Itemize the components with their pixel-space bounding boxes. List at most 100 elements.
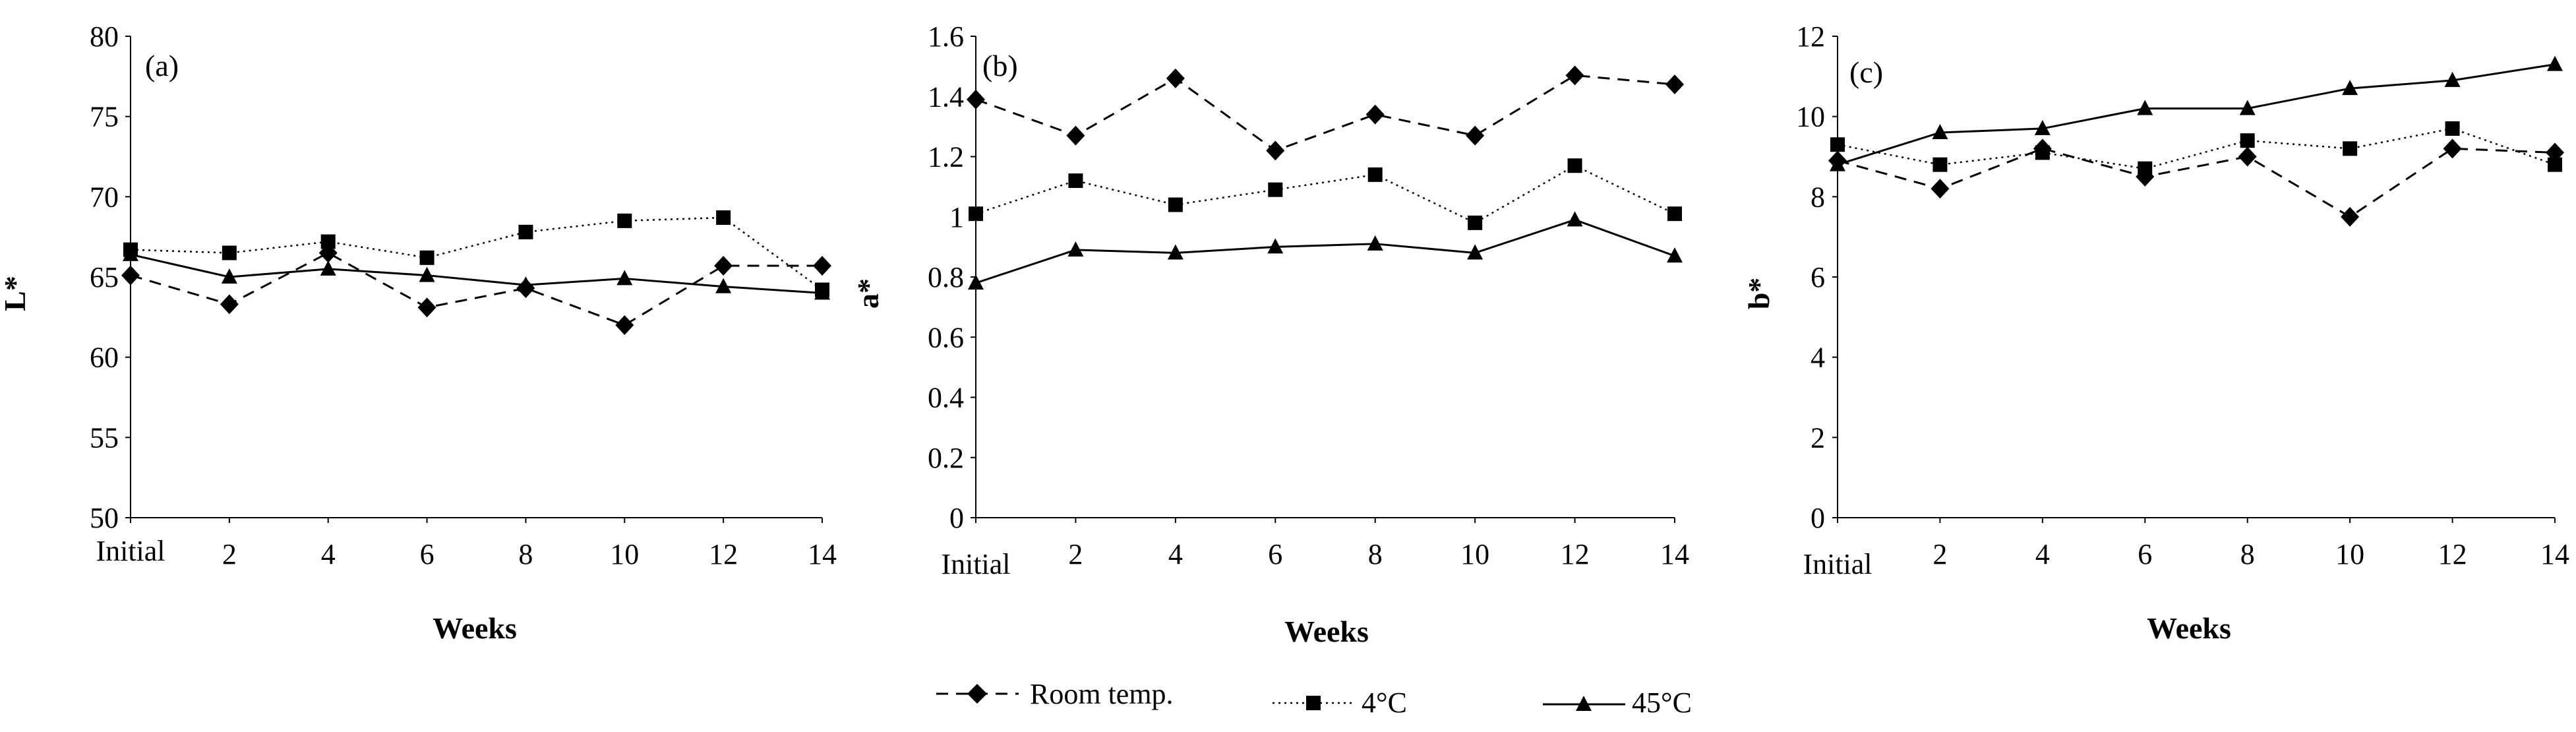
data-point-4c	[1168, 197, 1183, 212]
data-point-4c	[1567, 158, 1582, 173]
x-tick-label: 2	[222, 538, 237, 570]
x-tick-label: 6	[2138, 538, 2152, 570]
series-line-45c-a	[130, 253, 823, 294]
data-point-4c	[716, 210, 731, 225]
x-tick-label: 4	[2035, 538, 2050, 570]
legend-marker-4c	[1306, 696, 1321, 710]
y-tick-label: 4	[1811, 342, 1825, 374]
x-tick-label: 12	[2438, 538, 2467, 570]
data-point-4c	[419, 250, 434, 265]
x-tick-label: 10	[610, 538, 639, 570]
y-axis-title-c: b*	[1742, 278, 1776, 310]
data-point-room-temp	[967, 89, 985, 109]
data-point-45c	[1367, 235, 1383, 251]
x-tick-label: 6	[1268, 538, 1282, 570]
data-point-45c	[123, 245, 138, 261]
x-tick-label: Initial	[1803, 548, 1872, 580]
x-tick-label: 8	[2240, 538, 2255, 570]
x-tick-label: Initial	[941, 548, 1010, 580]
data-point-room-temp	[2341, 206, 2360, 227]
y-tick-label: 10	[1796, 101, 1825, 133]
data-point-room-temp	[1565, 65, 1584, 86]
data-point-room-temp	[220, 294, 239, 315]
panel-label-b: (b)	[982, 49, 1018, 82]
y-tick-label: 60	[90, 342, 119, 374]
y-tick-label: 0.4	[928, 382, 964, 414]
data-point-room-temp	[1466, 125, 1485, 146]
legend-marker-room-temp	[967, 684, 987, 704]
y-tick-label: 0.2	[928, 442, 964, 474]
x-axis-title-c: Weeks	[2147, 611, 2231, 645]
data-point-4c	[2445, 121, 2460, 136]
panel-a: L* (a) Weeks 50 55 60 65 70 75 80 Initial 2 4 6 8 10…	[0, 20, 837, 645]
y-tick-label: 1.4	[928, 80, 964, 113]
data-point-45c	[1932, 124, 1948, 139]
y-axis-title-a: L*	[0, 276, 32, 311]
data-point-4c	[320, 234, 336, 249]
data-point-4c	[1667, 206, 1682, 222]
data-point-room-temp	[714, 255, 733, 276]
data-point-45c	[1267, 238, 1284, 254]
series-line-45c-b	[975, 218, 1675, 284]
data-point-room-temp	[813, 255, 831, 276]
data-point-4c	[1268, 182, 1283, 197]
data-point-45c	[419, 266, 435, 282]
data-point-4c	[222, 245, 237, 260]
data-point-4c	[2035, 145, 2050, 160]
x-tick-label: 12	[1561, 538, 1590, 570]
x-tick-label: 6	[420, 538, 434, 570]
x-tick-label: 14	[808, 538, 837, 570]
data-point-room-temp	[615, 315, 634, 335]
legend-marker-45c	[1576, 696, 1592, 711]
data-point-45c	[1167, 244, 1183, 260]
data-point-4c	[2138, 161, 2153, 176]
data-point-room-temp	[2136, 166, 2155, 187]
legend-label-4c: 4°C	[1362, 686, 1407, 719]
x-axis-title-a: Weeks	[433, 611, 517, 645]
y-tick-label: 0	[949, 502, 964, 534]
y-tick-label: 70	[90, 181, 119, 213]
y-axis-title-b: a*	[851, 278, 885, 309]
y-tick-label: 75	[90, 101, 119, 133]
y-tick-label: 1.2	[928, 141, 964, 173]
x-tick-label: 14	[2540, 538, 2569, 570]
y-tick-label: 0.6	[928, 321, 964, 353]
x-tick-label: Initial	[96, 535, 165, 567]
series-line-room-temp-b	[975, 74, 1675, 152]
y-tick-label: 1.6	[928, 20, 964, 53]
y-tick-label: 0.8	[928, 261, 964, 293]
data-point-room-temp	[1665, 75, 1684, 94]
y-tick-label: 80	[90, 20, 119, 53]
data-point-4c	[1932, 157, 1948, 172]
panel-label-c: (c)	[1849, 55, 1883, 89]
data-point-45c	[2547, 55, 2563, 71]
data-point-room-temp	[417, 297, 436, 318]
y-tick-label: 6	[1811, 261, 1825, 293]
data-point-45c	[1067, 241, 1084, 257]
data-point-4c	[1068, 173, 1083, 188]
data-point-45c	[814, 284, 830, 300]
data-point-45c	[2137, 100, 2153, 115]
y-tick-label: 0	[1811, 502, 1825, 534]
data-point-room-temp	[2443, 138, 2462, 159]
legend-label-room-temp: Room temp.	[1030, 678, 1174, 710]
data-point-room-temp	[2238, 146, 2257, 167]
x-tick-label: 10	[2335, 538, 2364, 570]
data-point-45c	[715, 278, 732, 293]
data-point-room-temp	[1266, 140, 1285, 161]
data-point-room-temp	[121, 265, 140, 286]
y-tick-label: 55	[90, 421, 119, 454]
data-point-4c	[2548, 157, 2562, 172]
data-point-45c	[2342, 80, 2358, 96]
legend: Room temp. 4°C 45°C	[936, 678, 1692, 719]
panel-label-a: (a)	[145, 49, 179, 82]
y-tick-label: 50	[90, 502, 119, 534]
data-point-4c	[1830, 137, 1845, 152]
data-point-45c	[1830, 156, 1845, 171]
data-point-45c	[320, 260, 336, 276]
data-point-4c	[518, 224, 533, 239]
data-point-room-temp	[1166, 68, 1185, 88]
panel-c: b* (c) Weeks 0 2 4 6 8 10 12 Initial 2 4 6 8 10 12 14	[1742, 20, 2569, 645]
data-point-45c	[518, 276, 534, 292]
